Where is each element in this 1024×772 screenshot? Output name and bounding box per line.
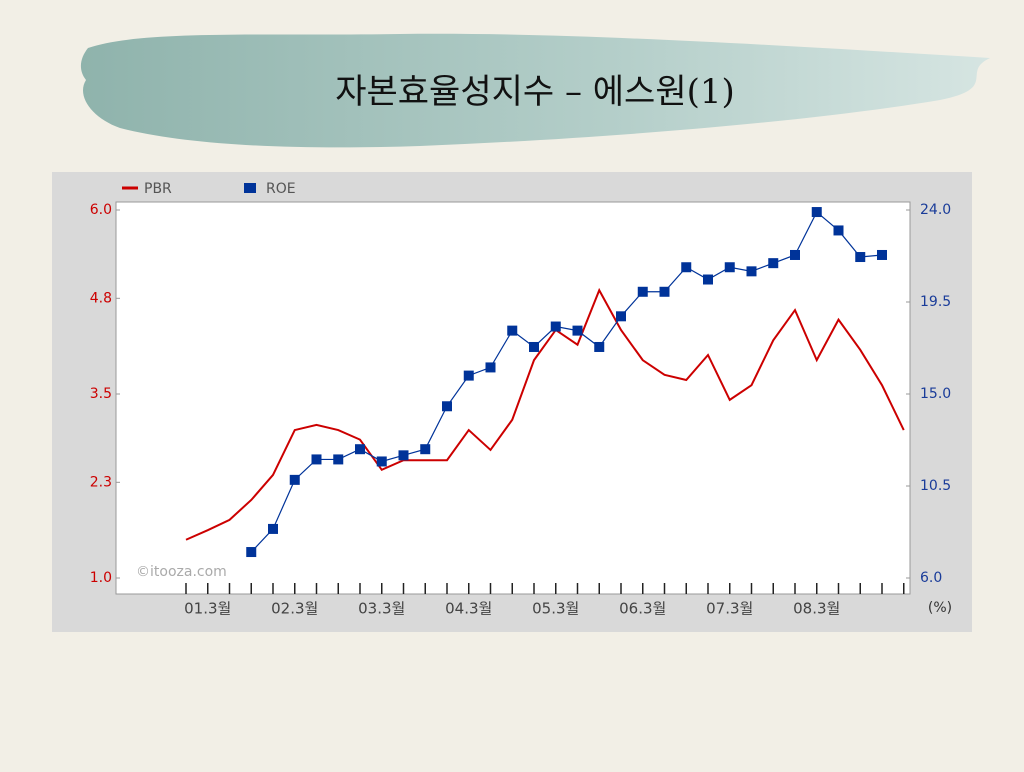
- data-point: [746, 266, 757, 277]
- legend-label: PBR: [144, 181, 172, 197]
- legend-swatch: [244, 183, 256, 193]
- data-point: [703, 274, 713, 285]
- data-point: [289, 474, 300, 485]
- slide-title: 자본효율성지수 – 에스원(1): [335, 72, 735, 112]
- data-point: [463, 370, 474, 381]
- data-point: [355, 444, 365, 455]
- x-tick-label: 02.3월: [271, 600, 318, 618]
- x-tick-label: 01.3월: [184, 600, 231, 618]
- y-tick-label: 1.0: [90, 570, 112, 586]
- x-tick-label: 06.3월: [619, 600, 666, 618]
- data-point: [529, 341, 539, 352]
- data-point: [768, 258, 779, 269]
- x-tick-label: 07.3월: [706, 600, 753, 618]
- x-tick-label: 05.3월: [532, 600, 579, 618]
- y-tick-label: 6.0: [90, 202, 112, 218]
- legend-label: ROE: [266, 181, 296, 197]
- y2-axis-unit: (%): [928, 600, 952, 616]
- data-point: [442, 401, 452, 412]
- data-point: [594, 341, 605, 352]
- title-banner: [80, 33, 990, 148]
- plot-area: [115, 201, 911, 595]
- y-tick-label: 3.5: [90, 386, 112, 402]
- series-line: [185, 287, 905, 541]
- data-point: [659, 286, 670, 297]
- data-point: [855, 252, 866, 263]
- data-point: [811, 207, 822, 218]
- data-point: [790, 249, 800, 260]
- data-point: [724, 262, 735, 273]
- data-point: [550, 321, 561, 332]
- data-point: [268, 523, 278, 534]
- data-point: [572, 325, 583, 336]
- data-point: [311, 454, 322, 465]
- y2-tick-label: 15.0: [920, 386, 951, 402]
- data-point: [376, 456, 387, 467]
- data-point: [246, 547, 257, 558]
- x-tick-label: 03.3월: [358, 600, 405, 618]
- data-point: [333, 454, 344, 465]
- y2-tick-label: 10.5: [920, 478, 951, 494]
- data-point: [398, 450, 409, 461]
- y-tick-label: 4.8: [90, 290, 112, 306]
- data-point: [877, 249, 887, 260]
- data-point: [616, 311, 626, 322]
- data-point: [507, 325, 518, 336]
- x-tick-label: 04.3월: [445, 600, 492, 618]
- x-tick-label: 08.3월: [793, 600, 840, 618]
- data-point: [420, 444, 431, 455]
- y-tick-label: 2.3: [90, 474, 112, 490]
- data-point: [833, 225, 844, 236]
- data-point: [681, 262, 692, 273]
- y2-tick-label: 19.5: [920, 294, 951, 310]
- data-point: [637, 286, 648, 297]
- y2-tick-label: 6.0: [920, 570, 942, 586]
- y2-tick-label: 24.0: [920, 202, 951, 218]
- data-point: [485, 362, 496, 373]
- watermark: ©itooza.com: [136, 564, 227, 580]
